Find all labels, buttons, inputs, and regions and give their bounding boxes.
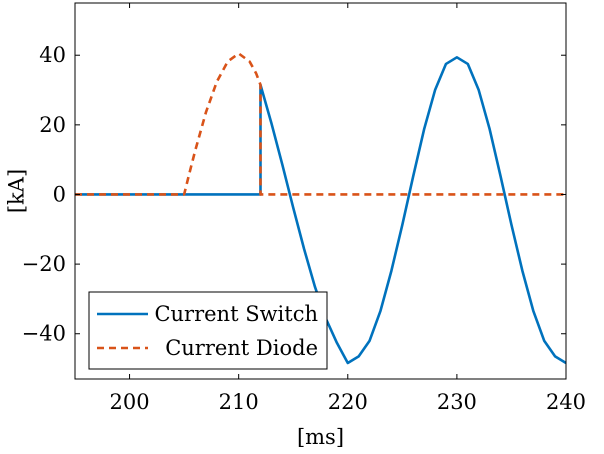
legend: Current Switch Current Diode [88, 291, 328, 370]
y-tick-label: 0 [53, 182, 66, 206]
legend-box [88, 291, 328, 370]
x-tick-label: 230 [437, 390, 477, 414]
x-tick-label: 220 [328, 390, 368, 414]
series-line-current-switch [75, 56, 566, 365]
series-line-current-diode [75, 52, 566, 196]
ticks-layer: 200 210 220 230 240 −40 −20 0 20 40 [22, 3, 586, 414]
legend-label-current-diode: Current Diode [165, 336, 318, 360]
x-tick-label: 240 [546, 390, 586, 414]
series-layer [75, 52, 566, 365]
y-tick-label: −40 [22, 322, 66, 346]
y-tick-label: −20 [22, 252, 66, 276]
y-tick-label: 20 [39, 113, 66, 137]
plot-area-frame [74, 2, 567, 380]
x-tick-label: 210 [219, 390, 259, 414]
y-tick-label: 40 [39, 43, 66, 67]
legend-label-current-switch: Current Switch [154, 302, 318, 326]
x-axis-label: [ms] [297, 425, 344, 449]
y-axis-label: [kA] [5, 169, 29, 213]
x-tick-label: 200 [110, 390, 150, 414]
